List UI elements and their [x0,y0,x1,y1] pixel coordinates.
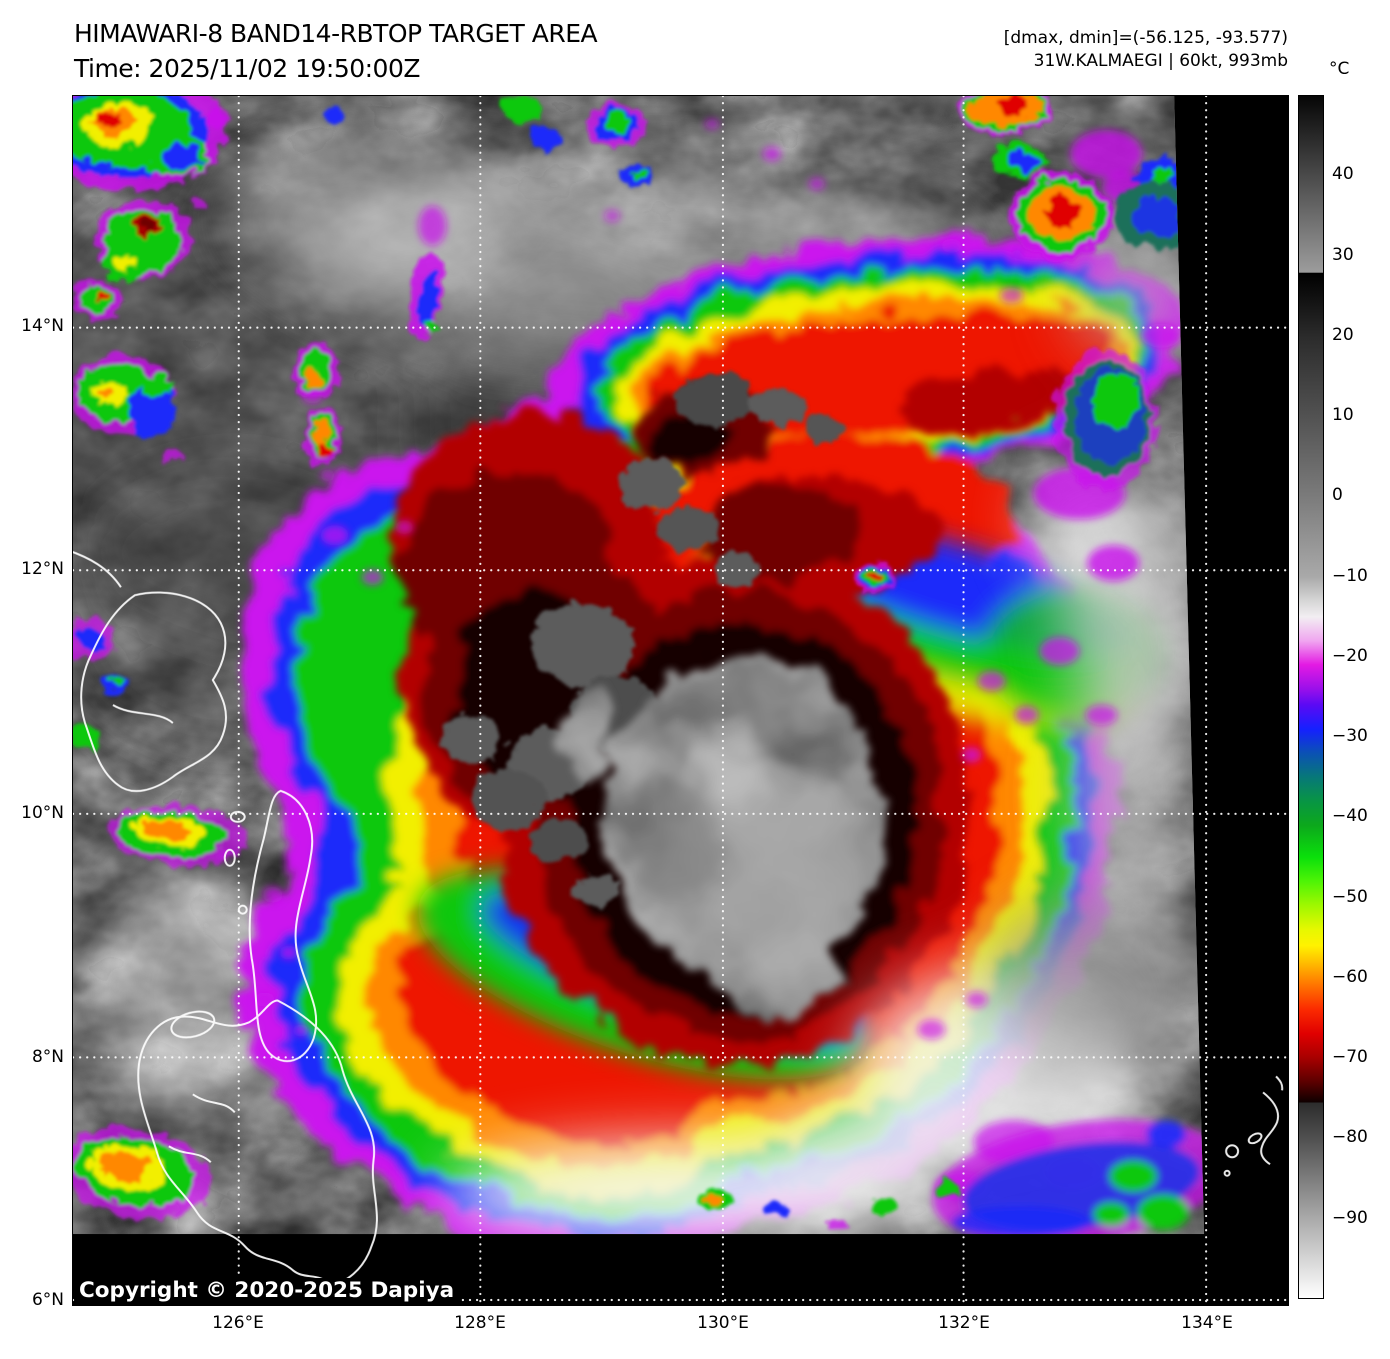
colorbar-unit-label: °C [1329,59,1349,79]
x-axis-label: 128°E [435,1313,525,1335]
colorbar-tick-label: −80 [1332,1127,1390,1149]
y-axis-label: 12°N [0,559,64,581]
colorbar [1298,95,1324,1299]
y-axis-label: 8°N [0,1047,64,1069]
colorbar-tick-label: −40 [1332,806,1390,828]
colorbar-tick-label: 20 [1332,325,1390,347]
colorbar-tick-label: 40 [1332,164,1390,186]
timestamp: Time: 2025/11/02 19:50:00Z [74,51,597,86]
y-axis-label: 10°N [0,803,64,825]
storm-info-label: 31W.KALMAEGI | 60kt, 993mb [1004,50,1288,73]
header-titles: HIMAWARI-8 BAND14-RBTOP TARGET AREA Time… [74,16,597,86]
satellite-product-page: HIMAWARI-8 BAND14-RBTOP TARGET AREA Time… [0,0,1390,1359]
x-axis-label: 134°E [1162,1313,1252,1335]
page-title: HIMAWARI-8 BAND14-RBTOP TARGET AREA [74,16,597,51]
x-axis-label: 130°E [678,1313,768,1335]
colorbar-tick-label: −30 [1332,726,1390,748]
colorbar-tick-label: −60 [1332,967,1390,989]
colorbar-tick-label: −20 [1332,646,1390,668]
copyright-label: Copyright © 2020-2025 Dapiya [77,1278,459,1304]
satellite-map-image: Copyright © 2020-2025 Dapiya [72,95,1289,1306]
satellite-data-area [73,96,1288,1305]
colorbar-tick-label: 0 [1332,485,1390,507]
y-axis-label: 14°N [0,316,64,338]
colorbar-tick-label: −50 [1332,887,1390,909]
colorbar-tick-label: 10 [1332,405,1390,427]
x-axis-label: 132°E [919,1313,1009,1335]
colorbar-tick-label: −70 [1332,1047,1390,1069]
dmax-dmin-label: [dmax, dmin]=(-56.125, -93.577) [1004,27,1288,50]
satellite-map-svg [73,96,1288,1305]
x-axis-label: 126°E [193,1313,283,1335]
header-right: [dmax, dmin]=(-56.125, -93.577) 31W.KALM… [1004,27,1288,73]
y-axis-label: 6°N [0,1290,64,1312]
colorbar-tick-label: −10 [1332,566,1390,588]
colorbar-tick-label: 30 [1332,245,1390,267]
colorbar-tick-label: −90 [1332,1208,1390,1230]
